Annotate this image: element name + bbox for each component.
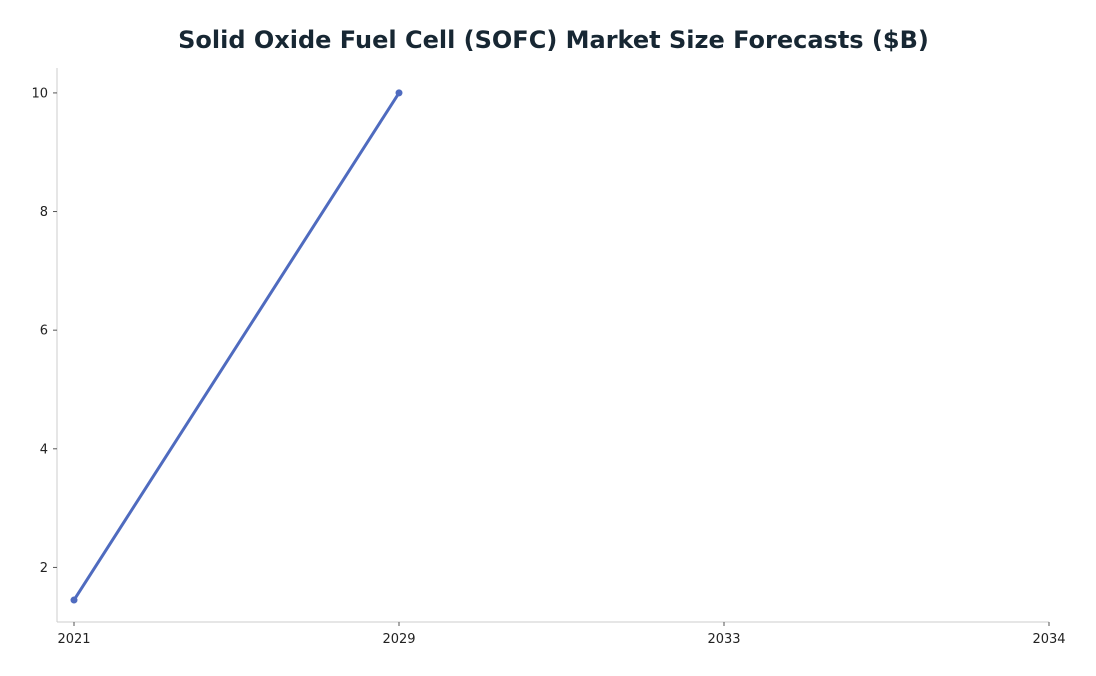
y-tick-label: 2 — [40, 561, 48, 576]
y-tick-label: 6 — [40, 324, 48, 339]
y-tick-label: 4 — [40, 442, 48, 457]
x-tick-label: 2029 — [382, 632, 415, 647]
y-tick-label: 10 — [31, 86, 48, 101]
chart-title: Solid Oxide Fuel Cell (SOFC) Market Size… — [178, 26, 929, 54]
x-tick-label: 2033 — [707, 632, 740, 647]
data-point — [70, 596, 78, 604]
x-tick-label: 2021 — [57, 632, 90, 647]
x-tick-label: 2034 — [1032, 632, 1065, 647]
data-point — [395, 89, 403, 97]
y-tick-label: 8 — [40, 205, 48, 220]
series-line — [72, 91, 401, 602]
